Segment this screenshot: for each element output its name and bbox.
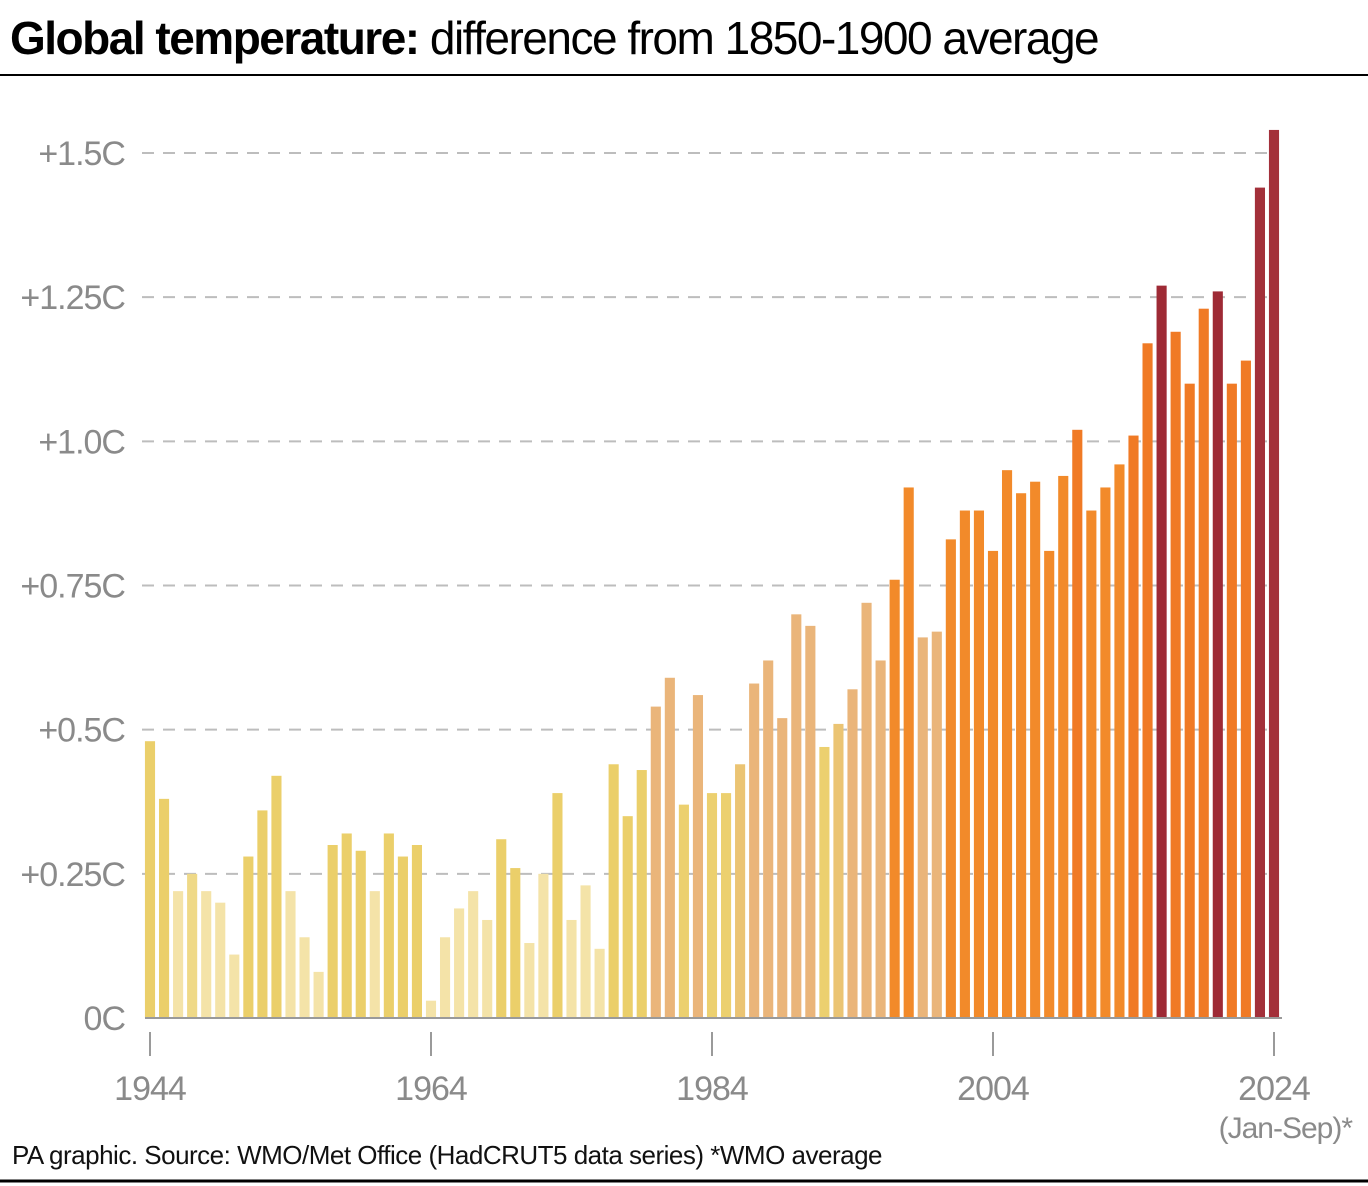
y-tick-label: +0.75C	[20, 568, 125, 606]
source-note: PA graphic. Source: WMO/Met Office (HadC…	[12, 1140, 882, 1170]
bar	[397, 856, 408, 1018]
bar	[945, 539, 956, 1018]
bar	[1156, 285, 1167, 1019]
y-tick-label: +1.0C	[38, 423, 125, 461]
bar	[1114, 464, 1125, 1018]
bar	[1086, 510, 1097, 1018]
bar	[383, 833, 394, 1018]
bar	[552, 793, 563, 1018]
bar	[1184, 383, 1195, 1019]
y-tick-label: +1.5C	[38, 135, 125, 173]
bar	[482, 919, 493, 1018]
bar	[987, 550, 999, 1018]
y-tick-label: +0.25C	[20, 856, 125, 894]
bar	[931, 631, 942, 1018]
bar	[1268, 129, 1280, 1018]
bar	[1030, 481, 1041, 1018]
bar	[1212, 291, 1223, 1018]
bar	[608, 764, 619, 1018]
bar	[720, 793, 732, 1018]
bar	[173, 891, 184, 1018]
x-tick-label: 2004	[957, 1070, 1029, 1108]
bar	[243, 856, 254, 1018]
bar	[1016, 493, 1027, 1018]
bar	[1240, 360, 1251, 1019]
bar	[875, 660, 886, 1018]
bar	[341, 833, 352, 1018]
bar	[425, 1000, 437, 1018]
x-tick-label: 2024	[1238, 1070, 1310, 1108]
bar	[678, 804, 689, 1018]
bar	[889, 579, 900, 1018]
bar	[538, 873, 549, 1018]
bar	[594, 948, 605, 1018]
bar	[791, 614, 802, 1018]
bar	[468, 891, 479, 1018]
bar	[1128, 435, 1139, 1019]
title-rest: difference from 1850-1900 average	[430, 12, 1098, 64]
bar	[636, 770, 647, 1018]
bar	[777, 718, 788, 1018]
title-bold: Global temperature:	[10, 12, 419, 64]
x-tick-label: 1964	[395, 1070, 467, 1108]
bar	[1198, 308, 1209, 1018]
bar	[1044, 550, 1055, 1018]
bar	[833, 723, 844, 1018]
y-tick-label: 0C	[84, 1000, 126, 1038]
bar	[861, 602, 872, 1018]
bar	[201, 891, 212, 1018]
bar	[566, 919, 577, 1018]
bar	[819, 746, 830, 1018]
bar	[327, 845, 338, 1018]
bar	[692, 695, 704, 1018]
bar	[496, 839, 507, 1018]
bar	[1058, 475, 1069, 1018]
y-tick-label: +0.5C	[38, 712, 125, 750]
bar	[144, 741, 156, 1018]
bar	[664, 677, 675, 1018]
bar	[1254, 187, 1266, 1019]
bar	[959, 510, 970, 1018]
bar	[510, 868, 521, 1018]
bar	[411, 845, 423, 1018]
chart-title: Global temperature: difference from 1850…	[10, 12, 1098, 64]
bar	[1100, 487, 1111, 1018]
bar	[369, 891, 380, 1018]
bar	[973, 510, 985, 1018]
bar	[1001, 470, 1013, 1019]
bar	[847, 689, 858, 1018]
bar	[285, 891, 296, 1018]
bar	[917, 637, 928, 1018]
bar	[313, 971, 324, 1018]
x-tick-label: 1984	[676, 1070, 748, 1108]
y-tick-label: +1.25C	[20, 279, 125, 317]
bar	[187, 873, 198, 1018]
bar	[805, 625, 816, 1018]
bar	[229, 954, 240, 1018]
bar	[1170, 331, 1181, 1018]
x-tick-label: 1944	[114, 1070, 186, 1108]
bar	[257, 810, 268, 1018]
bar	[524, 943, 535, 1018]
bar	[1072, 429, 1083, 1018]
bar	[903, 487, 914, 1018]
bar	[158, 798, 170, 1018]
bar	[299, 937, 310, 1018]
bar	[735, 764, 746, 1018]
bar	[749, 683, 760, 1018]
bar	[650, 706, 661, 1018]
bar	[454, 908, 465, 1018]
bar	[580, 885, 591, 1018]
bar	[271, 775, 282, 1018]
bar	[622, 816, 633, 1018]
bar	[355, 850, 366, 1018]
bar	[439, 937, 451, 1018]
bar	[215, 902, 226, 1018]
bar	[763, 660, 774, 1018]
bar	[1226, 383, 1237, 1019]
x-note: (Jan-Sep)*	[1219, 1112, 1354, 1145]
bar	[1142, 343, 1153, 1018]
bar	[706, 793, 718, 1018]
